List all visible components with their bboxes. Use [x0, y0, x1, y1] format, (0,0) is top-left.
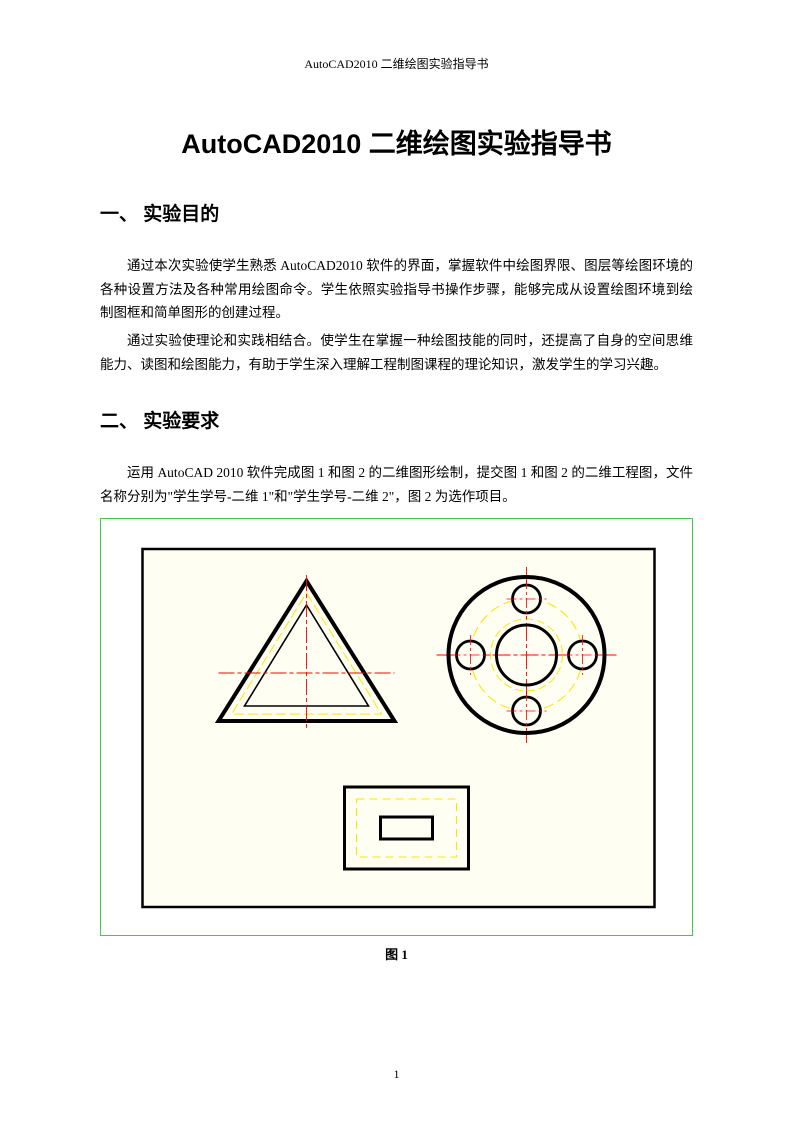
section-1-para-2: 通过实验使理论和实践相结合。使学生在掌握一种绘图技能的同时，还提高了自身的空间思… — [100, 329, 693, 376]
section-1-heading: 一、 实验目的 — [100, 199, 693, 226]
figure-1-caption: 图 1 — [100, 944, 693, 963]
figure-1-container — [100, 518, 693, 936]
section-2-heading: 二、 实验要求 — [100, 406, 693, 433]
page-header: AutoCAD2010 二维绘图实验指导书 — [100, 55, 693, 72]
section-1-body: 通过本次实验使学生熟悉 AutoCAD2010 软件的界面，掌握软件中绘图界限、… — [100, 254, 693, 376]
page-number: 1 — [0, 1067, 793, 1082]
figure-1-svg — [105, 523, 688, 931]
section-2-para-1: 运用 AutoCAD 2010 软件完成图 1 和图 2 的二维图形绘制，提交图… — [100, 461, 693, 508]
section-1-para-1: 通过本次实验使学生熟悉 AutoCAD2010 软件的界面，掌握软件中绘图界限、… — [100, 254, 693, 325]
section-2-body: 运用 AutoCAD 2010 软件完成图 1 和图 2 的二维图形绘制，提交图… — [100, 461, 693, 508]
drawing-frame — [143, 549, 655, 907]
main-title: AutoCAD2010 二维绘图实验指导书 — [100, 122, 693, 161]
